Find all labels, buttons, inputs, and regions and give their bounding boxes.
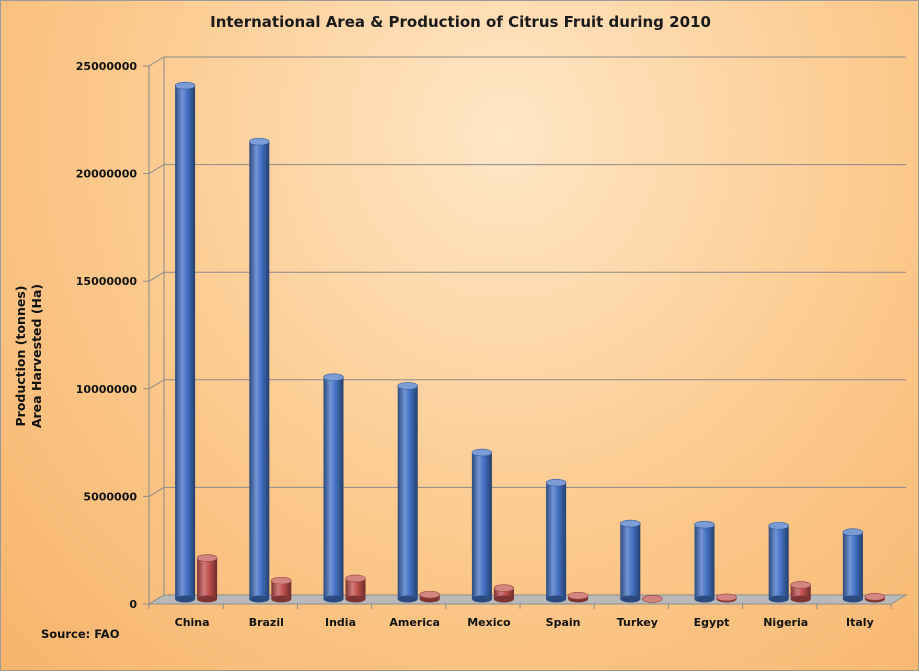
bar-egypt-series-1 [694,524,715,599]
bar-base [842,595,863,603]
gridline-depth [148,271,165,282]
x-tick-label: Turkey [617,616,658,629]
bar-top [196,554,218,562]
bar-china-series-1 [175,85,196,599]
bar-top [641,595,663,603]
x-tick-label: America [389,616,440,629]
bar-base [249,595,270,603]
bar-mexico-series-2 [493,588,514,599]
bar-top [345,574,366,583]
bar-top [397,382,419,390]
x-tick-label: Spain [546,616,581,629]
gridline-depth [148,379,165,390]
y-tick-label: 25000000 [76,60,138,73]
y-tick-label: 0 [129,598,137,611]
gridline-depth [148,486,165,497]
bar-italy-series-1 [842,532,863,599]
x-tick-label: Brazil [249,616,284,629]
bar-top [694,520,715,529]
bar-mexico-series-1 [471,452,492,599]
bar-top [174,81,196,90]
bar-top [545,478,567,487]
bar-top [471,448,493,457]
bar-base [493,595,514,603]
bar-base [471,595,492,603]
bar-top [419,590,441,599]
bar-nigeria-series-1 [768,525,789,599]
y-tick-label: 5000000 [83,490,137,503]
bar-base [323,595,344,603]
y-tick-label: 15000000 [76,275,138,288]
bar-base [546,595,567,603]
bar-base [345,595,366,603]
bar-top [493,584,515,592]
x-tick-label: China [175,616,210,629]
chart-title: International Area & Production of Citru… [210,13,711,31]
bar-base [197,595,218,603]
bar-india-series-1 [323,377,344,599]
bar-base [694,595,715,603]
bar-top [619,519,641,528]
bar-top [790,581,812,589]
x-tick-label: India [325,616,356,629]
bar-top [248,137,270,146]
x-tick-label: Nigeria [763,616,808,629]
gridline-depth [148,56,165,67]
bar-base [620,595,641,603]
bar-base [790,595,811,603]
bar-top [716,593,737,602]
bar-base [768,595,789,603]
bar-top [567,591,589,600]
bar-top [323,373,344,382]
bar-spain-series-1 [546,482,567,599]
bar-base [397,595,418,603]
source-note: Source: FAO [41,627,120,641]
bar-america-series-1 [397,385,418,599]
bar-top [768,521,790,530]
bar-brazil-series-1 [249,141,270,599]
gridline-depth [148,164,165,175]
x-tick-label: Mexico [467,616,511,629]
bar-base [271,595,292,603]
bar-nigeria-series-2 [790,584,811,599]
bar-brazil-series-2 [271,580,292,599]
bar-base [175,595,196,603]
bar-top [864,592,886,601]
bar-china-series-2 [197,558,218,599]
bar-top [270,576,292,585]
bar-turkey-series-1 [620,523,641,599]
bar-india-series-2 [345,578,366,599]
x-tick-label: Egypt [694,616,730,629]
y-tick-label: 20000000 [76,168,138,181]
bar-top [842,528,864,537]
y-tick-label: 10000000 [76,383,138,396]
x-tick-label: Italy [846,616,874,629]
